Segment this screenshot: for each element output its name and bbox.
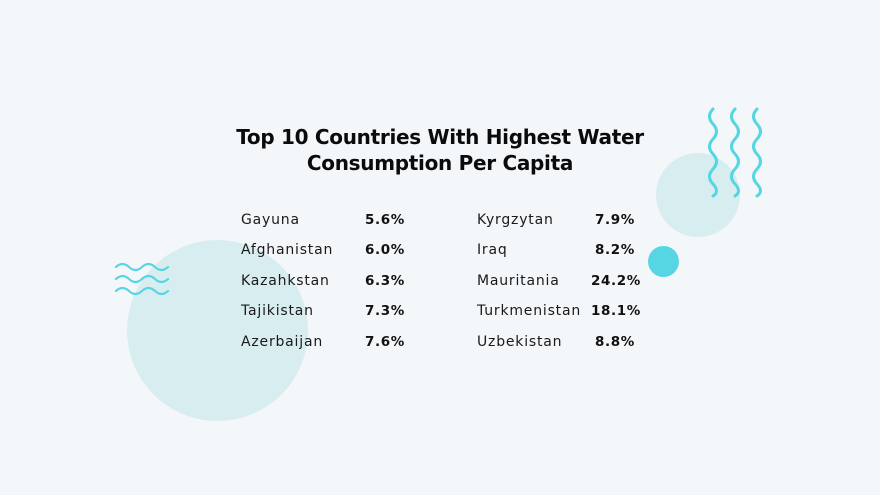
consumption-value: 7.6% [365, 333, 405, 350]
country-name: Kyrgzytan [477, 212, 554, 228]
consumption-value: 18.1% [591, 303, 641, 320]
country-name: Mauritania [477, 272, 560, 289]
country-name: Iraq [477, 242, 508, 259]
consumption-value: 5.6% [365, 212, 405, 228]
consumption-value: 6.0% [365, 242, 405, 259]
vertical-squiggle-icon [708, 107, 762, 198]
consumption-value: 7.3% [365, 303, 405, 320]
country-name: Gayuna [241, 212, 300, 228]
country-name: Azerbaijan [241, 333, 323, 350]
country-name: Kazahkstan [241, 272, 330, 289]
decorative-large-circle [127, 240, 308, 421]
country-name: Tajikistan [241, 303, 314, 320]
consumption-value: 24.2% [591, 272, 641, 289]
country-name: Uzbekistan [477, 333, 563, 350]
consumption-value: 8.8% [595, 333, 635, 350]
consumption-value: 7.9% [595, 212, 635, 228]
country-name: Turkmenistan [477, 303, 582, 320]
consumption-value: 8.2% [595, 242, 635, 259]
decorative-small-circle [656, 153, 740, 237]
consumption-value: 6.3% [365, 272, 405, 289]
decorative-teal-dot [648, 246, 679, 277]
page-title: Top 10 Countries With Highest Water Cons… [0, 124, 880, 176]
title-line-2: Consumption Per Capita [306, 151, 574, 175]
wave-lines-icon [114, 262, 170, 296]
country-name: Afghanistan [241, 242, 334, 259]
title-line-1: Top 10 Countries With Highest Water [236, 125, 644, 149]
